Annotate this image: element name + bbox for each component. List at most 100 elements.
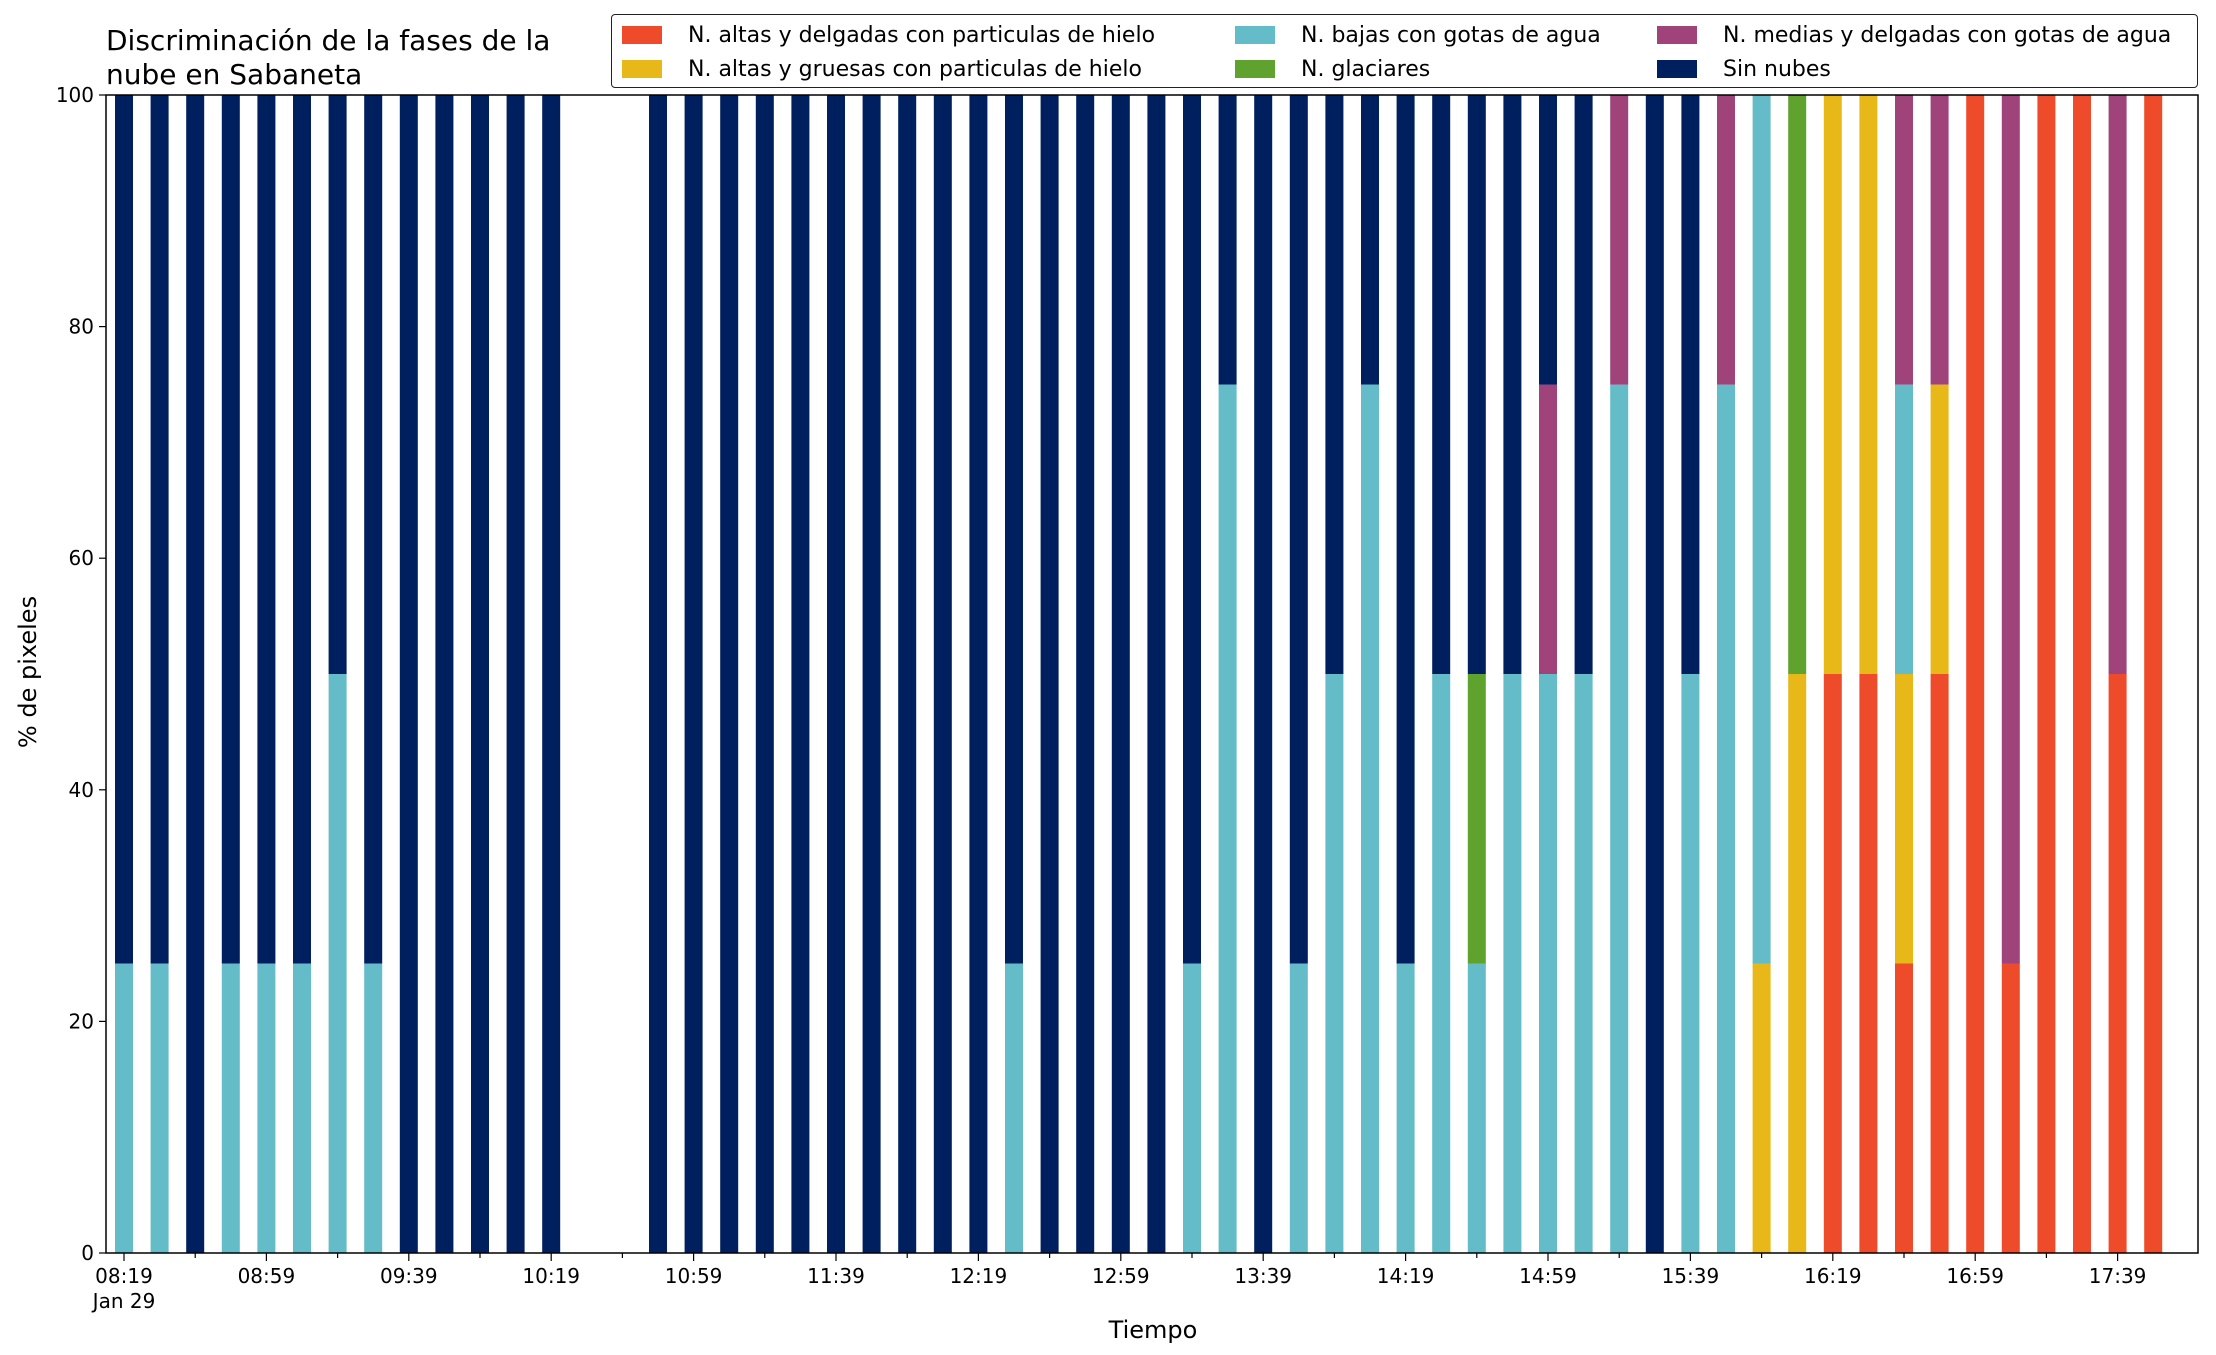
bar-segment [1859,674,1878,1253]
x-tick-label: 11:39 [807,1264,865,1288]
bar-segment [257,95,276,964]
x-tick-label: 15:39 [1662,1264,1720,1288]
legend-swatch [1657,26,1697,44]
bar-segment [1859,95,1878,674]
bar-segment [1717,95,1735,385]
legend-label: N. altas y delgadas con particulas de hi… [688,22,1156,48]
bar-segment [2001,95,2020,964]
bar-segment [1361,384,1379,1253]
bar-segment [1752,963,1771,1253]
bar-segment [328,674,347,1253]
bar-segment [1040,95,1059,1253]
bar-segment [2144,95,2163,1253]
bar-segment [257,963,276,1253]
bar-segment [435,95,454,1253]
bar-segment [399,95,418,1253]
legend-label: Sin nubes [1723,56,1831,82]
bar-segment [328,95,347,674]
bar-segment [1681,674,1700,1253]
bar-segment [2001,963,2020,1253]
bar-segment [755,95,774,1253]
bar-segment [2108,674,2127,1253]
x-tick-label: 17:39 [2089,1264,2147,1288]
x-tick-label: 16:59 [1946,1264,2004,1288]
y-axis-label: % de pixeles [14,596,42,748]
bar-segment [1396,963,1415,1253]
bar-segment [720,95,739,1253]
x-axis-label: Tiempo [1108,1316,1198,1344]
bar-segment [1574,95,1593,674]
x-date-label: Jan 29 [91,1289,156,1313]
bar-segment [933,95,952,1253]
bar-segment [1539,95,1557,385]
bar-segment [1432,95,1451,674]
bar-segment [2108,95,2127,674]
bar-segment [1930,384,1949,674]
bar-segment [1111,95,1130,1253]
y-tick-label: 80 [69,315,94,339]
y-tick-label: 0 [81,1241,94,1265]
bar-segment [1539,674,1557,1253]
bar-segment [1005,95,1023,964]
bar-segment [364,963,383,1253]
y-tick-label: 20 [69,1009,94,1033]
bar-segment [1183,963,1201,1253]
bar-segment [1717,384,1735,1253]
legend-swatch [622,60,662,78]
bar-segment [150,95,169,964]
bar-segment [1645,95,1664,1253]
bar-segment [293,95,311,964]
x-tick-label: 09:39 [380,1264,438,1288]
bar-segment [1610,384,1629,1253]
bar-segment [1432,674,1451,1253]
bar-segment [1254,95,1273,1253]
bar-segment [684,95,703,1253]
bar-segment [1895,384,1913,674]
bar-segment [1183,95,1201,964]
y-tick-label: 40 [69,778,94,802]
chart-title-line-2: nube en Sabaneta [106,58,363,91]
bar-segment [221,95,240,964]
x-tick-label: 16:19 [1804,1264,1862,1288]
legend-label: N. altas y gruesas con particulas de hie… [688,56,1142,82]
legend-label: N. glaciares [1301,56,1431,82]
bar-segment [1895,963,1913,1253]
bar-segment [1218,95,1237,385]
bar-segment [471,95,489,1253]
bar-segment [649,95,667,1253]
bar-segment [827,95,845,1253]
bar-segment [2037,95,2056,1253]
bar-segment [1325,674,1344,1253]
legend-item: N. glaciares [1235,52,1430,86]
bar-segment [1966,95,1985,1253]
x-tick-label: 12:19 [950,1264,1008,1288]
bar-segment [1610,95,1629,385]
bar-segment [1823,95,1842,674]
x-tick-label: 14:19 [1377,1264,1435,1288]
bar-segment [221,963,240,1253]
bar-segment [1539,384,1557,674]
legend-swatch [1235,60,1275,78]
bar-segment [1930,95,1949,385]
bar-segment [1218,384,1237,1253]
x-tick-label: 12:59 [1092,1264,1150,1288]
bar-segment [1289,95,1308,964]
bar-segment [150,963,169,1253]
x-tick-label: 08:59 [238,1264,296,1288]
bar-segment [2073,95,2091,1253]
legend-swatch [1657,60,1697,78]
bar-segment [1503,674,1522,1253]
legend: N. altas y delgadas con particulas de hi… [611,14,2198,88]
bar-segment [862,95,881,1253]
bar-segment [1467,963,1486,1253]
legend-swatch [622,26,662,44]
bar-segment [898,95,917,1253]
bar-segment [1930,674,1949,1253]
bar-segment [1467,674,1486,964]
bar-segment [1325,95,1344,674]
bar-segment [1361,95,1379,385]
bar-segment [506,95,525,1253]
x-tick-label: 10:19 [522,1264,580,1288]
bar-segment [1752,95,1771,964]
